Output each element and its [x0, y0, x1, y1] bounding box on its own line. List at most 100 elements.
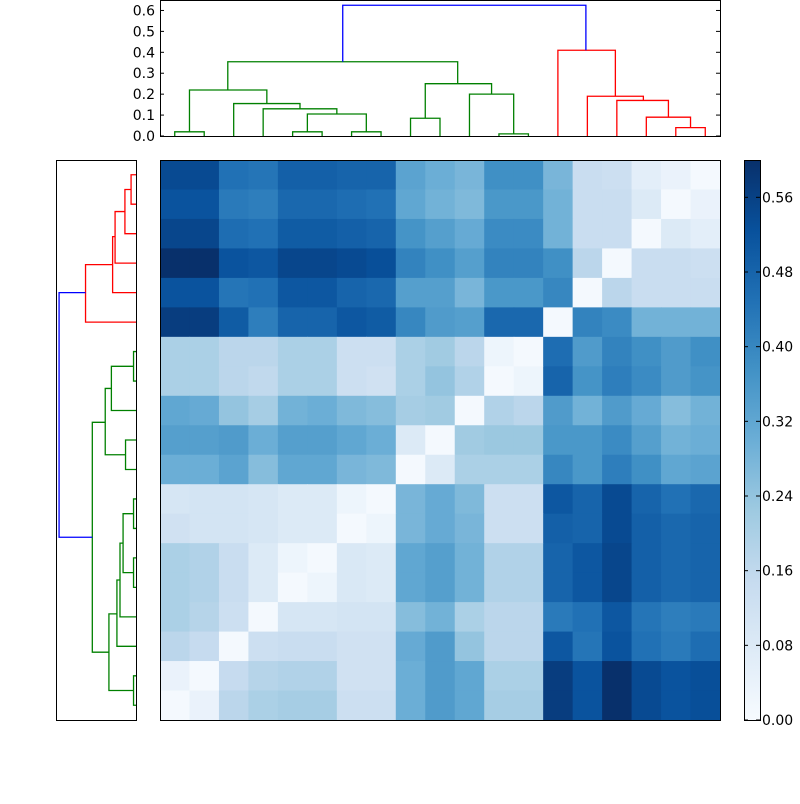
heatmap-cell [690, 189, 721, 220]
heatmap-cell [160, 602, 191, 633]
heatmap-cell [395, 425, 426, 456]
colorbar-tick-label: 0.00 [762, 713, 793, 729]
dendrogram-link [122, 513, 134, 574]
heatmap-cell [248, 513, 279, 544]
heatmap-cell [543, 218, 574, 250]
heatmap-cell [395, 513, 426, 544]
heatmap-cell [454, 366, 485, 397]
heatmap-cell [631, 513, 662, 544]
heatmap-cell [366, 336, 397, 367]
heatmap-cell [484, 572, 515, 603]
heatmap-cell [484, 661, 515, 692]
heatmap-cell [189, 425, 220, 456]
y-tick-label: 0.5 [133, 24, 155, 40]
heatmap-cell [160, 395, 191, 426]
heatmap-cell [543, 189, 574, 220]
heatmap-cell [572, 160, 603, 191]
heatmap-cell [661, 336, 692, 367]
heatmap-cell [690, 248, 721, 279]
heatmap-cell [277, 366, 308, 397]
heatmap-cell [336, 631, 367, 662]
heatmap-cell [160, 189, 191, 220]
heatmap-cell [631, 661, 662, 692]
colorbar-tick-label: 0.40 [762, 340, 793, 356]
heatmap-cell [160, 366, 191, 397]
heatmap-cell [631, 572, 662, 603]
heatmap-cell [602, 366, 633, 397]
heatmap-cell [543, 160, 574, 191]
heatmap-cell [425, 454, 456, 485]
heatmap-cell [602, 602, 633, 633]
heatmap-cell [543, 690, 574, 721]
left-dendrogram-links [58, 174, 136, 706]
heatmap-cell [425, 690, 456, 721]
heatmap-cell [277, 218, 308, 250]
heatmap-cell [572, 543, 603, 574]
heatmap-cell [602, 572, 633, 603]
heatmap-cell [690, 425, 721, 456]
heatmap-cell [366, 454, 397, 485]
heatmap-cell [513, 336, 544, 367]
heatmap-cell [160, 661, 191, 692]
heatmap-cell [454, 277, 485, 308]
dendrogram-link [116, 579, 136, 647]
heatmap-cell [366, 366, 397, 397]
dendrogram-link [91, 421, 109, 653]
heatmap-cell [572, 661, 603, 692]
heatmap-cell [395, 484, 426, 515]
heatmap-cell [248, 336, 279, 367]
heatmap-cell [248, 631, 279, 662]
heatmap-cell [661, 277, 692, 308]
colorbar-tick-label: 0.08 [762, 638, 793, 654]
heatmap-cell [661, 395, 692, 426]
colorbar-ticks: 0.00 0.08 0.16 0.24 0.32 0.40 0.48 0.56 [744, 190, 793, 729]
heatmap-cell [366, 218, 397, 250]
heatmap-cell [631, 425, 662, 456]
heatmap-cell [218, 218, 250, 250]
heatmap-cell [543, 602, 574, 633]
heatmap-cell [189, 631, 220, 662]
heatmap-cell [277, 454, 308, 485]
heatmap-cell [513, 484, 544, 515]
heatmap-cell [395, 661, 426, 692]
heatmap-cell [425, 484, 456, 515]
heatmap-cell [454, 218, 485, 250]
heatmap-cell [189, 248, 220, 279]
heatmap-cell [484, 395, 515, 426]
heatmap-cell [189, 602, 220, 633]
heatmap-cell [366, 602, 397, 633]
heatmap-cell [277, 661, 308, 692]
heatmap-cell [160, 307, 191, 338]
heatmap-cell [366, 395, 397, 426]
heatmap-cell [572, 572, 603, 603]
heatmap-cell [248, 218, 279, 250]
heatmap-cell [543, 425, 574, 456]
heatmap-cell [484, 690, 515, 721]
heatmap-cell [484, 218, 515, 250]
heatmap-cell [395, 248, 426, 279]
heatmap-cell [395, 395, 426, 426]
heatmap-cell [513, 366, 544, 397]
heatmap-cell [189, 661, 220, 692]
heatmap-cell [248, 277, 279, 308]
heatmap-cell [602, 189, 633, 220]
heatmap-cell [425, 395, 456, 426]
heatmap-cell [425, 661, 456, 692]
heatmap-cell [661, 572, 692, 603]
heatmap-cell [189, 160, 220, 191]
heatmap-cell [218, 543, 250, 574]
heatmap-cell [543, 631, 574, 662]
heatmap-cell [631, 395, 662, 426]
heatmap-cell [543, 572, 574, 603]
heatmap-cell [661, 602, 692, 633]
colorbar-gradient [744, 160, 761, 721]
heatmap-cell [218, 366, 250, 397]
colorbar: 0.00 0.08 0.16 0.24 0.32 0.40 0.48 0.56 [744, 160, 793, 729]
colorbar-tick-label: 0.24 [762, 489, 793, 505]
heatmap-cell [513, 189, 544, 220]
heatmap-cell [602, 661, 633, 692]
heatmap-cell [454, 425, 485, 456]
heatmap [160, 160, 721, 721]
heatmap-cell [454, 160, 485, 191]
